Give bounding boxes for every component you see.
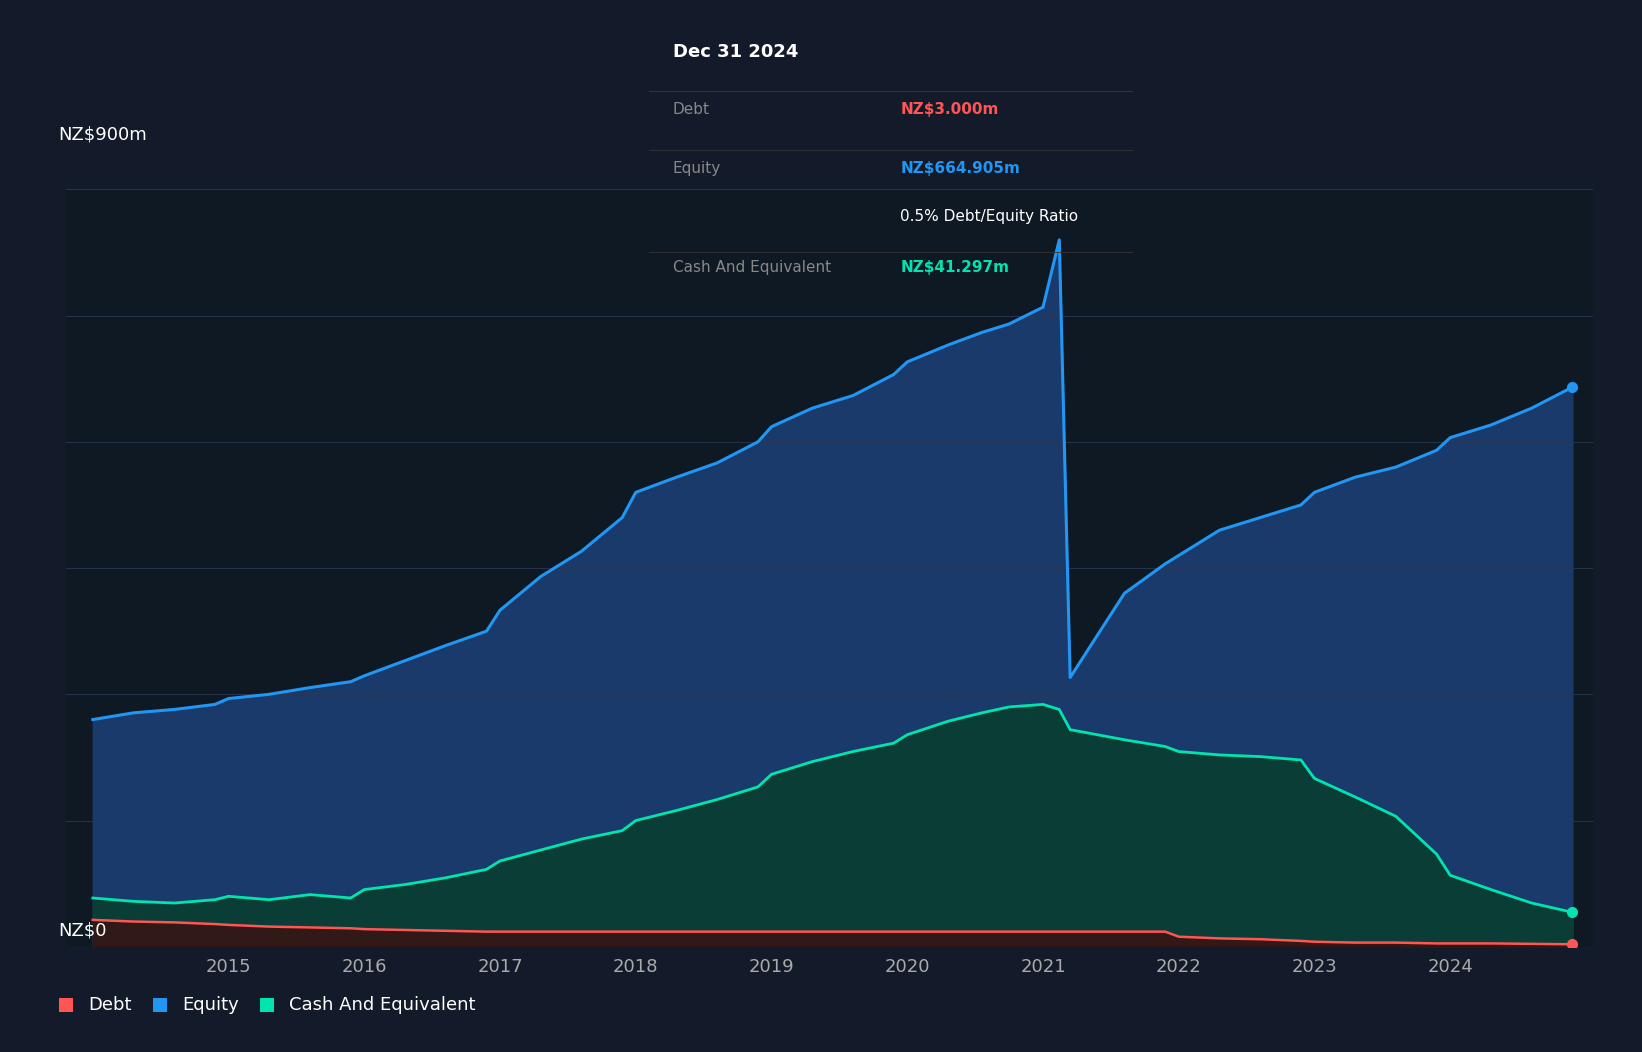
Text: 0.5% Debt/Equity Ratio: 0.5% Debt/Equity Ratio bbox=[900, 208, 1079, 224]
Text: NZ$0: NZ$0 bbox=[57, 922, 107, 939]
Text: Debt: Debt bbox=[673, 102, 709, 117]
Text: NZ$664.905m: NZ$664.905m bbox=[900, 161, 1020, 176]
Text: NZ$3.000m: NZ$3.000m bbox=[900, 102, 998, 117]
Text: Cash And Equivalent: Cash And Equivalent bbox=[673, 260, 831, 275]
Text: Equity: Equity bbox=[673, 161, 721, 176]
Legend: Debt, Equity, Cash And Equivalent: Debt, Equity, Cash And Equivalent bbox=[49, 987, 484, 1023]
Text: Dec 31 2024: Dec 31 2024 bbox=[673, 42, 798, 61]
Text: NZ$41.297m: NZ$41.297m bbox=[900, 260, 1010, 275]
Text: NZ$900m: NZ$900m bbox=[57, 126, 146, 144]
